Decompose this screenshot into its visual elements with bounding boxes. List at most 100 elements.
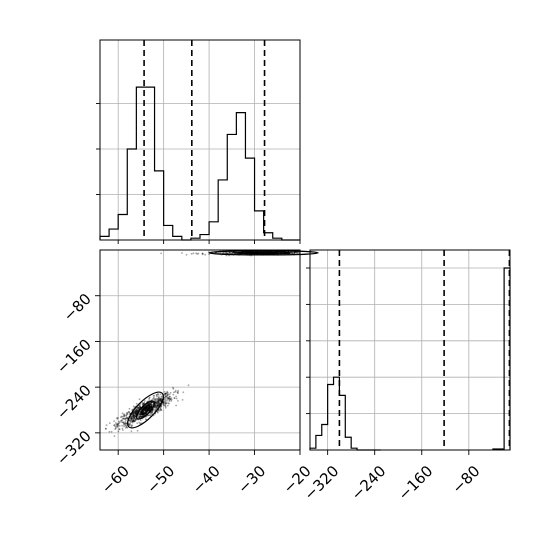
joint-scatter-point: [291, 252, 294, 255]
joint-scatter-point: [155, 406, 158, 409]
joint-scatter-point: [177, 392, 179, 395]
joint-scatter-point: [149, 414, 152, 417]
joint-scatter-point: [160, 395, 163, 398]
joint-scatter-point: [140, 415, 143, 417]
joint-scatter-point: [159, 407, 162, 410]
joint-scatter-point: [149, 403, 152, 405]
joint-scatter-point: [160, 397, 163, 400]
joint-scatter-point: [137, 406, 140, 409]
joint-scatter-point: [126, 416, 129, 419]
joint-scatter-point: [152, 409, 154, 411]
joint-scatter-point: [138, 413, 140, 415]
joint-scatter-point: [146, 407, 149, 409]
joint-scatter-point: [138, 416, 141, 419]
joint-scatter-point: [134, 412, 137, 415]
joint-scatter-point: [154, 407, 157, 409]
joint-scatter-point: [156, 411, 159, 414]
joint-scatter-point: [134, 413, 137, 416]
joint-scatter-point: [135, 410, 138, 413]
joint-scatter-point: [123, 422, 125, 425]
joint-scatter-point: [135, 408, 138, 411]
joint-scatter-point: [132, 416, 135, 419]
joint-scatter-point: [164, 395, 167, 397]
joint-scatter-point: [147, 414, 150, 417]
joint-scatter-point: [173, 397, 176, 399]
joint-scatter-point: [134, 411, 137, 414]
joint-scatter-point: [150, 407, 153, 409]
joint-scatter-point: [137, 416, 140, 418]
joint-x-tick-label-3: −30: [234, 462, 269, 497]
joint-scatter-point: [154, 401, 157, 404]
joint-scatter-point: [167, 402, 170, 404]
joint-scatter-point: [158, 410, 160, 412]
joint-scatter-point: [181, 252, 183, 254]
joint-scatter-point: [164, 392, 167, 395]
joint-scatter-point: [149, 401, 152, 404]
joint-scatter-point: [127, 423, 130, 425]
joint-scatter-point: [229, 252, 232, 255]
joint-scatter-point: [120, 415, 123, 418]
joint-scatter-point: [174, 391, 177, 393]
joint-scatter-point: [131, 408, 134, 411]
joint-scatter-point: [133, 414, 135, 417]
joint-scatter-point: [150, 405, 153, 407]
joint-scatter-point: [118, 428, 121, 431]
joint-scatter-point: [160, 409, 163, 411]
joint-scatter-point: [156, 401, 159, 403]
joint-scatter-point: [122, 421, 125, 424]
joint-scatter-point: [233, 251, 235, 254]
joint-scatter-point: [134, 419, 137, 421]
joint-scatter-point: [120, 419, 123, 422]
joint-scatter-point: [149, 403, 152, 406]
joint-scatter-point: [158, 403, 161, 405]
joint-scatter-point: [155, 407, 158, 409]
joint-scatter-point: [170, 398, 173, 401]
joint-scatter-point: [132, 420, 134, 423]
top-marginal-panel: [96, 39, 301, 244]
joint-scatter-point: [159, 398, 162, 401]
joint-scatter-point: [132, 415, 135, 417]
joint-scatter-point: [124, 418, 126, 421]
joint-scatter-point: [142, 411, 144, 414]
joint-scatter-point: [147, 407, 149, 410]
joint-scatter-point: [146, 407, 149, 410]
joint-scatter-point: [145, 407, 148, 410]
joint-scatter-point: [154, 399, 157, 402]
joint-scatter-point: [133, 412, 135, 415]
joint-scatter-point: [116, 425, 119, 428]
joint-scatter-point: [223, 252, 226, 254]
joint-scatter-point: [150, 405, 153, 408]
joint-scatter-point: [130, 416, 133, 419]
joint-scatter-point: [123, 413, 126, 416]
joint-scatter-point: [192, 252, 195, 255]
joint-scatter-point: [139, 405, 142, 408]
joint-scatter-point: [158, 402, 161, 405]
right-marginal-frame: [309, 249, 511, 451]
joint-scatter-point: [135, 409, 138, 411]
joint-scatter-point: [155, 404, 158, 407]
joint-scatter-point: [153, 394, 156, 397]
joint-scatter-point: [159, 408, 162, 410]
joint-scatter-point: [134, 409, 137, 412]
joint-scatter-point: [130, 418, 133, 421]
joint-scatter-point: [156, 404, 159, 407]
joint-scatter-point: [134, 415, 137, 417]
joint-scatter-point: [150, 401, 153, 404]
joint-scatter-point: [150, 405, 153, 408]
joint-scatter-point: [175, 395, 178, 398]
joint-scatter-point: [157, 399, 160, 402]
joint-scatter-point: [158, 401, 160, 404]
joint-scatter-point: [225, 251, 228, 254]
joint-scatter-point: [165, 392, 167, 395]
joint-scatter-point: [123, 422, 126, 425]
joint-scatter-point: [118, 420, 120, 423]
joint-scatter-point: [133, 417, 136, 419]
joint-scatter-point: [133, 420, 136, 422]
joint-scatter-point: [132, 413, 134, 416]
joint-frame: [99, 249, 301, 451]
joint-scatter-point: [130, 430, 133, 433]
joint-scatter-point: [296, 252, 298, 254]
right-marginal-panel: −320 −240 −160 −80: [301, 249, 511, 504]
joint-scatter-point: [131, 418, 133, 420]
joint-scatter-point: [140, 415, 142, 418]
